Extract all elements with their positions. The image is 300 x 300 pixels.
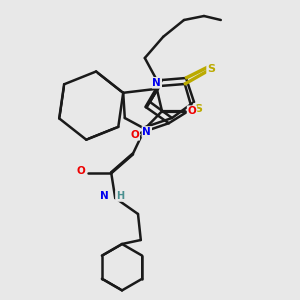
Text: N: N xyxy=(142,127,151,137)
Text: H: H xyxy=(116,191,124,201)
Text: O: O xyxy=(188,106,196,116)
Text: S: S xyxy=(207,64,215,74)
Text: O: O xyxy=(76,166,85,176)
Text: N: N xyxy=(152,78,161,88)
Text: O: O xyxy=(130,130,139,140)
Text: N: N xyxy=(100,191,108,201)
Text: S: S xyxy=(194,104,202,114)
